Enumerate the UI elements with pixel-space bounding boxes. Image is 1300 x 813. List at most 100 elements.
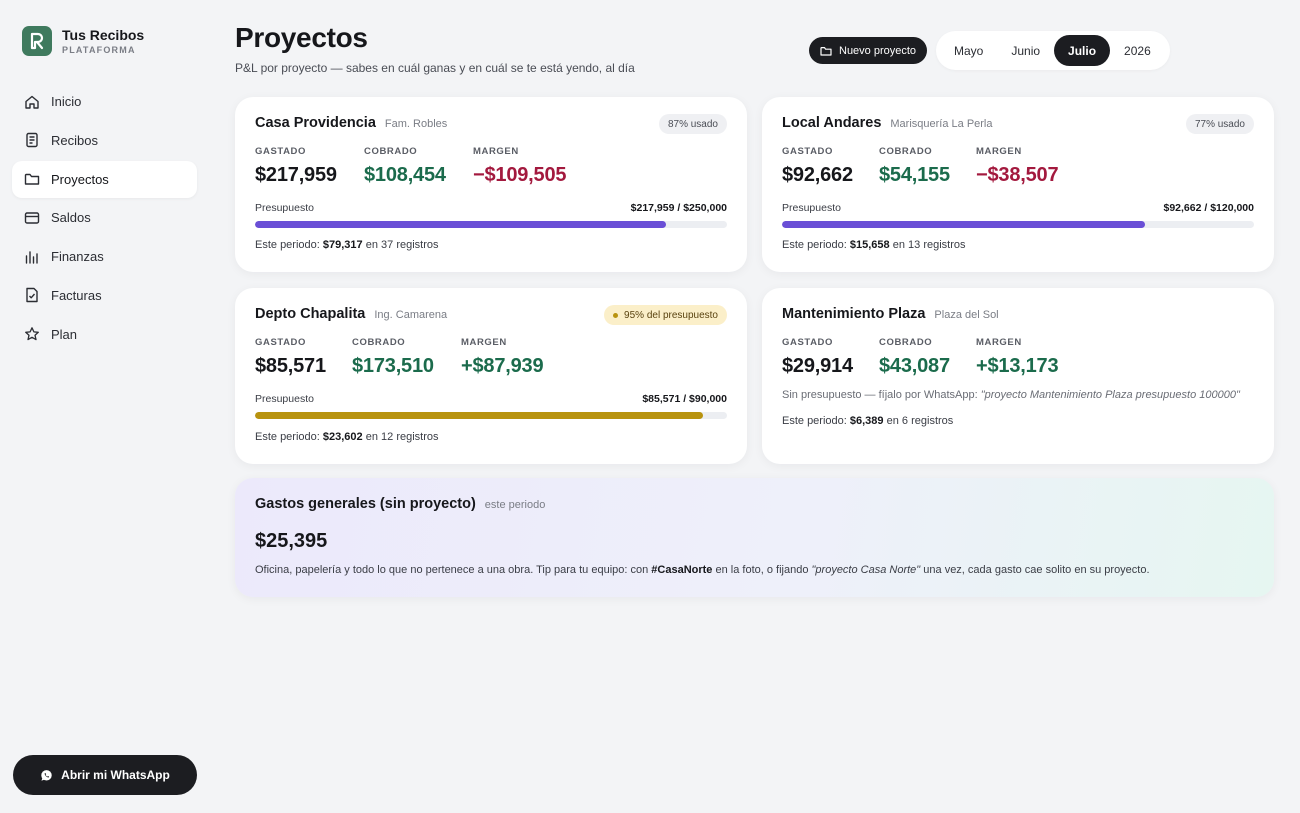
star-icon (24, 326, 40, 342)
project-name: Local Andares (782, 115, 882, 131)
general-expenses-title: Gastos generales (sin proyecto) (255, 496, 476, 512)
project-client: Plaza del Sol (934, 309, 999, 321)
budget-label: Presupuesto (782, 202, 841, 214)
budget-warning-badge: 95% del presupuesto (604, 305, 727, 325)
tab-junio[interactable]: Junio (1011, 43, 1041, 58)
spent-label: GASTADO (255, 337, 306, 348)
period-amount: $6,389 (849, 415, 884, 427)
spent-label: GASTADO (782, 146, 833, 157)
sidebar-item-label: Saldos (51, 210, 91, 226)
folder-icon (820, 45, 832, 57)
project-command-example: "proyecto Casa Norte" (811, 564, 921, 576)
period-count: 13 (908, 239, 921, 251)
project-hashtag: #CasaNorte (651, 564, 713, 576)
period-count: 37 (381, 239, 394, 251)
open-whatsapp-button[interactable]: Abrir mi WhatsApp (13, 755, 197, 795)
sidebar-item-proyectos[interactable]: Proyectos (12, 160, 197, 198)
budget-progress-bar (782, 221, 1254, 228)
spent-value: $217,959 (255, 164, 337, 186)
spent-label: GASTADO (255, 146, 306, 157)
period-summary: Este periodo: $15,658 en 13 registros (782, 239, 966, 251)
spent-value: $85,571 (255, 355, 326, 377)
project-name: Mantenimiento Plaza (782, 306, 926, 322)
collected-label: COBRADO (364, 146, 418, 157)
budget-label: Presupuesto (255, 202, 314, 214)
project-card-depto-chapalita[interactable]: Depto Chapalita Ing. Camarena 95% del pr… (235, 288, 747, 464)
budget-amount: $92,662 / $120,000 (1163, 202, 1254, 214)
no-budget-hint: Sin presupuesto — fíjalo por WhatsApp: "… (782, 389, 1240, 401)
period-amount: $79,317 (322, 239, 363, 251)
chart-icon (24, 249, 40, 265)
page-title: Proyectos (235, 22, 368, 53)
project-card-casa-providencia[interactable]: Casa Providencia Fam. Robles 87% usado G… (235, 97, 747, 272)
spent-value: $92,662 (782, 164, 853, 186)
budget-progress-bar (255, 221, 727, 228)
budget-progress-fill (782, 221, 1146, 228)
budget-progress-fill (255, 412, 704, 419)
collected-label: COBRADO (352, 337, 406, 348)
project-card-mantenimiento-plaza[interactable]: Mantenimiento Plaza Plaza del Sol GASTAD… (762, 288, 1274, 464)
collected-label: COBRADO (879, 337, 933, 348)
period-summary: Este periodo: $6,389 en 6 registros (782, 415, 954, 427)
period-summary: Este periodo: $23,602 en 12 registros (255, 431, 439, 443)
spent-label: GASTADO (782, 337, 833, 348)
period-count: 12 (381, 431, 394, 443)
budget-progress-fill (255, 221, 666, 228)
project-name: Casa Providencia (255, 115, 376, 131)
wallet-icon (24, 210, 40, 226)
general-expenses-amount: $25,395 (255, 530, 328, 552)
margin-value: −$38,507 (976, 164, 1059, 186)
sidebar-item-facturas[interactable]: Facturas (12, 277, 197, 314)
collected-value: $173,510 (352, 355, 434, 377)
collected-label: COBRADO (879, 146, 933, 157)
sidebar-item-label: Plan (51, 326, 78, 342)
warning-dot-icon (613, 312, 619, 318)
general-expenses-period: este periodo (484, 499, 546, 511)
new-project-label: Nuevo proyecto (839, 44, 917, 57)
sidebar-item-recibos[interactable]: Recibos (12, 122, 197, 159)
period-amount: $15,658 (849, 239, 890, 251)
period-selector: Mayo Junio Julio 2026 (936, 31, 1170, 70)
tab-2026[interactable]: 2026 (1124, 43, 1151, 58)
spent-value: $29,914 (782, 355, 853, 377)
sidebar-item-label: Facturas (51, 287, 102, 303)
period-summary: Este periodo: $79,317 en 37 registros (255, 239, 439, 251)
sidebar-item-label: Recibos (51, 132, 98, 148)
usage-badge: 77% usado (1185, 114, 1254, 134)
budget-amount: $85,571 / $90,000 (642, 393, 727, 405)
home-icon (24, 94, 40, 110)
tab-mayo[interactable]: Mayo (954, 43, 984, 58)
usage-badge: 87% usado (658, 114, 727, 134)
tab-julio[interactable]: Julio (1054, 35, 1111, 66)
period-count: 6 (901, 415, 909, 427)
brand-subtitle: PLATAFORMA (62, 44, 136, 55)
sidebar-item-saldos[interactable]: Saldos (12, 199, 197, 236)
receipt-icon (24, 132, 40, 148)
brand[interactable]: Tus Recibos PLATAFORMA (22, 26, 144, 56)
project-name: Depto Chapalita (255, 306, 366, 322)
brand-name: Tus Recibos (62, 26, 145, 43)
new-project-button[interactable]: Nuevo proyecto (809, 37, 928, 64)
general-expenses-description: Oficina, papelería y todo lo que no pert… (255, 564, 1150, 576)
sidebar-item-label: Finanzas (51, 249, 104, 265)
no-budget-example: "proyecto Mantenimiento Plaza presupuest… (980, 389, 1240, 401)
project-card-local-andares[interactable]: Local Andares Marisquería La Perla 77% u… (762, 97, 1274, 272)
logo-icon (30, 32, 44, 50)
invoice-icon (24, 287, 40, 303)
project-client: Fam. Robles (384, 118, 448, 130)
sidebar-item-inicio[interactable]: Inicio (12, 83, 197, 120)
general-expenses-card[interactable]: Gastos generales (sin proyecto) este per… (235, 478, 1274, 597)
sidebar-item-finanzas[interactable]: Finanzas (12, 238, 197, 275)
project-client: Marisquería La Perla (890, 118, 993, 130)
budget-progress-bar (255, 412, 727, 419)
sidebar-nav: Inicio Recibos Proyectos Saldos Finanzas (12, 83, 197, 355)
margin-value: −$109,505 (473, 164, 567, 186)
project-client: Ing. Camarena (374, 309, 448, 321)
collected-value: $43,087 (879, 355, 950, 377)
period-amount: $23,602 (322, 431, 363, 443)
sidebar-item-plan[interactable]: Plan (12, 316, 197, 353)
page-subtitle: P&L por proyecto — sabes en cuál ganas y… (235, 61, 635, 75)
margin-label: MARGEN (976, 337, 1022, 348)
margin-value: +$13,173 (976, 355, 1059, 377)
margin-value: +$87,939 (461, 355, 544, 377)
